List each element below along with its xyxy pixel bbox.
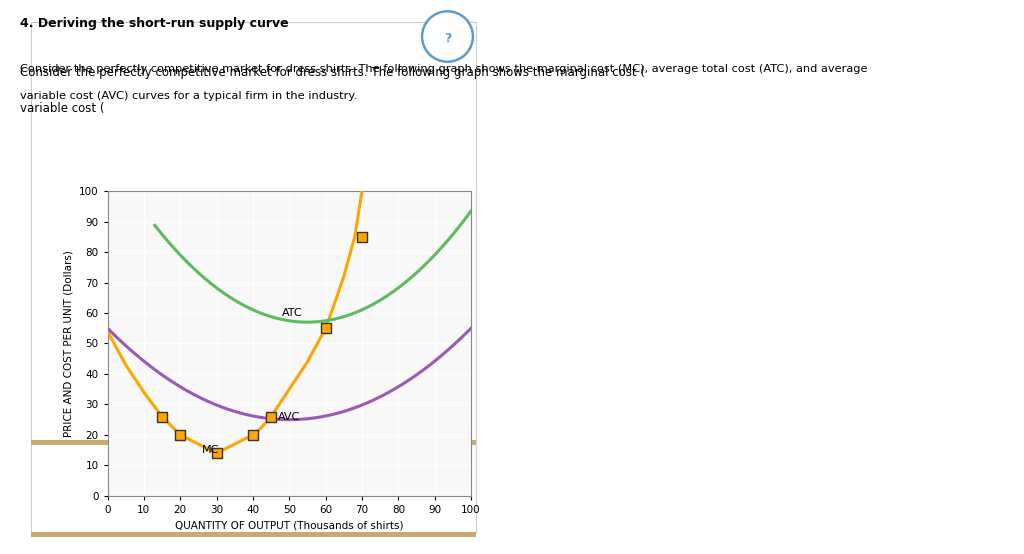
Text: ?: ? bbox=[443, 32, 452, 45]
Text: variable cost (: variable cost ( bbox=[20, 102, 105, 115]
Text: Consider the perfectly competitive market for dress shirts. The following graph : Consider the perfectly competitive marke… bbox=[20, 66, 645, 79]
Text: MC: MC bbox=[202, 445, 219, 455]
Text: ATC: ATC bbox=[282, 308, 303, 318]
X-axis label: QUANTITY OF OUTPUT (Thousands of shirts): QUANTITY OF OUTPUT (Thousands of shirts) bbox=[175, 520, 403, 530]
Text: AVC: AVC bbox=[279, 412, 301, 422]
Text: Consider the perfectly competitive market for dress shirts. The following graph : Consider the perfectly competitive marke… bbox=[20, 64, 868, 74]
Text: variable cost (AVC) curves for a typical firm in the industry.: variable cost (AVC) curves for a typical… bbox=[20, 91, 357, 101]
Y-axis label: PRICE AND COST PER UNIT (Dollars): PRICE AND COST PER UNIT (Dollars) bbox=[63, 250, 74, 437]
Circle shape bbox=[422, 11, 473, 61]
Text: 4. Deriving the short-run supply curve: 4. Deriving the short-run supply curve bbox=[20, 17, 289, 29]
